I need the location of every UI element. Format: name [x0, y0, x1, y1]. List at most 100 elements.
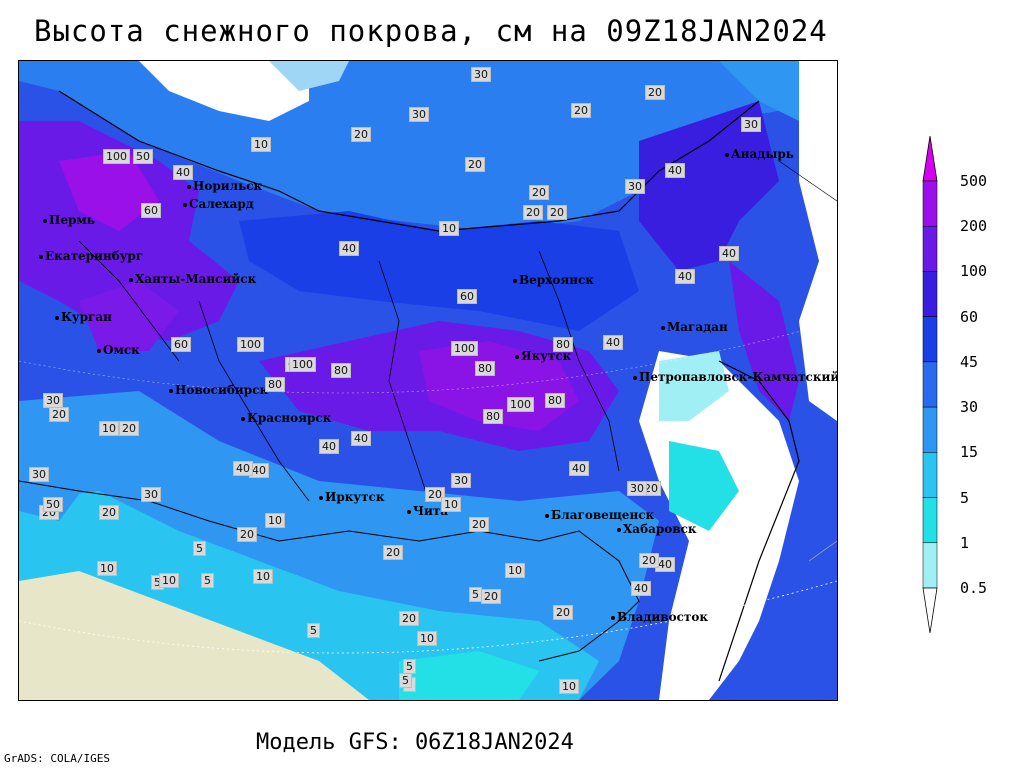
contour-label: 5: [469, 587, 482, 602]
city-label: Чита: [407, 504, 448, 518]
contour-label: 40: [233, 461, 253, 476]
contour-label: 20: [645, 85, 665, 100]
contour-label: 10: [505, 563, 525, 578]
contour-label: 5: [307, 623, 320, 638]
city-label: Екатеринбург: [39, 249, 143, 263]
contour-label: 10: [97, 561, 117, 576]
contour-label: 20: [237, 527, 257, 542]
contour-label: 10: [251, 137, 271, 152]
contour-label: 10: [439, 221, 459, 236]
contour-label: 40: [173, 165, 193, 180]
legend-level-label: 100: [960, 262, 988, 281]
city-label: Якутск: [515, 349, 571, 363]
contour-label: 80: [545, 393, 565, 408]
contour-label: 20: [465, 157, 485, 172]
contour-label: 10: [417, 631, 437, 646]
city-label: Петропавловск-Камчатский: [633, 370, 837, 384]
contour-label: 30: [451, 473, 471, 488]
contour-label: 5: [193, 541, 206, 556]
legend-swatch: [922, 271, 938, 317]
contour-label: 60: [171, 337, 191, 352]
contour-label: 10: [559, 679, 579, 694]
city-label: Пермь: [43, 213, 95, 227]
contour-label: 5: [399, 673, 412, 688]
contour-label: 20: [425, 487, 445, 502]
contour-label: 5: [201, 573, 214, 588]
legend-cap-bottom: [922, 587, 938, 634]
contour-label: 80: [265, 377, 285, 392]
map-title: Высота снежного покрова, см на 09Z18JAN2…: [34, 14, 828, 48]
legend-level-label: 200: [960, 217, 988, 236]
legend-swatch: [922, 180, 938, 227]
contour-label: 20: [553, 605, 573, 620]
map-canvas: [19, 61, 837, 700]
legend-swatch: [922, 361, 938, 408]
contour-label: 80: [475, 361, 495, 376]
legend-level-label: 5: [960, 488, 970, 507]
city-label: Анадырь: [725, 147, 794, 161]
legend-level-label: 0.5: [960, 579, 988, 597]
contour-label: 60: [457, 289, 477, 304]
contour-label: 30: [141, 487, 161, 502]
contour-label: 100: [451, 341, 478, 356]
software-credit: GrADS: COLA/IGES: [4, 752, 110, 765]
city-label: Норильск: [187, 179, 262, 193]
city-label: Благовещенск: [545, 508, 654, 522]
contour-label: 40: [631, 581, 651, 596]
contour-label: 10: [441, 497, 461, 512]
contour-label: 30: [627, 481, 647, 496]
city-label: Красноярск: [241, 411, 331, 425]
contour-label: 20: [49, 407, 69, 422]
contour-label: 20: [547, 205, 567, 220]
contour-label: 30: [409, 107, 429, 122]
legend-level-label: 60: [960, 307, 979, 326]
city-label: Ханты-Мансийск: [129, 272, 256, 286]
contour-label: 20: [639, 553, 659, 568]
contour-label: 100: [289, 357, 316, 372]
legend-level-label: 45: [960, 352, 979, 371]
model-subtitle: Модель GFS: 06Z18JAN2024: [256, 730, 574, 755]
city-label: Новосибирск: [169, 383, 268, 397]
contour-label: 20: [481, 589, 501, 604]
contour-label: 80: [483, 409, 503, 424]
legend-swatch: [922, 497, 938, 544]
contour-label: 60: [141, 203, 161, 218]
color-legend: [922, 136, 938, 634]
contour-label: 100: [103, 149, 130, 164]
legend-swatch: [922, 542, 938, 589]
contour-label: 100: [237, 337, 264, 352]
city-label: Омск: [97, 343, 140, 357]
contour-label: 50: [43, 497, 63, 512]
contour-label: 20: [99, 505, 119, 520]
contour-label: 80: [331, 363, 351, 378]
contour-label: 40: [351, 431, 371, 446]
contour-label: 20: [571, 103, 591, 118]
legend-swatch: [922, 316, 938, 363]
legend-level-label: 30: [960, 398, 979, 417]
contour-label: 30: [741, 117, 761, 132]
legend-swatch: [922, 225, 938, 272]
contour-label: 10: [159, 573, 179, 588]
contour-label: 20: [351, 127, 371, 142]
contour-label: 40: [675, 269, 695, 284]
contour-label: 20: [523, 205, 543, 220]
contour-label: 100: [507, 397, 534, 412]
contour-label: 10: [99, 421, 119, 436]
contour-label: 10: [265, 513, 285, 528]
city-label: Салехард: [183, 197, 254, 211]
contour-label: 40: [665, 163, 685, 178]
city-label: Верхоянск: [513, 273, 594, 287]
city-label: Владивосток: [611, 610, 708, 624]
contour-label: 40: [249, 463, 269, 478]
contour-label: 30: [625, 179, 645, 194]
contour-label: 40: [569, 461, 589, 476]
legend-level-label: 1: [960, 533, 970, 552]
contour-label: 30: [29, 467, 49, 482]
contour-label: 40: [603, 335, 623, 350]
contour-label: 20: [399, 611, 419, 626]
snow-depth-map: Анадырь Норильск Салехард Пермь Екатерин…: [18, 60, 838, 701]
contour-label: 30: [43, 393, 63, 408]
contour-label: 40: [719, 246, 739, 261]
contour-label: 5: [403, 659, 416, 674]
contour-label: 20: [529, 185, 549, 200]
